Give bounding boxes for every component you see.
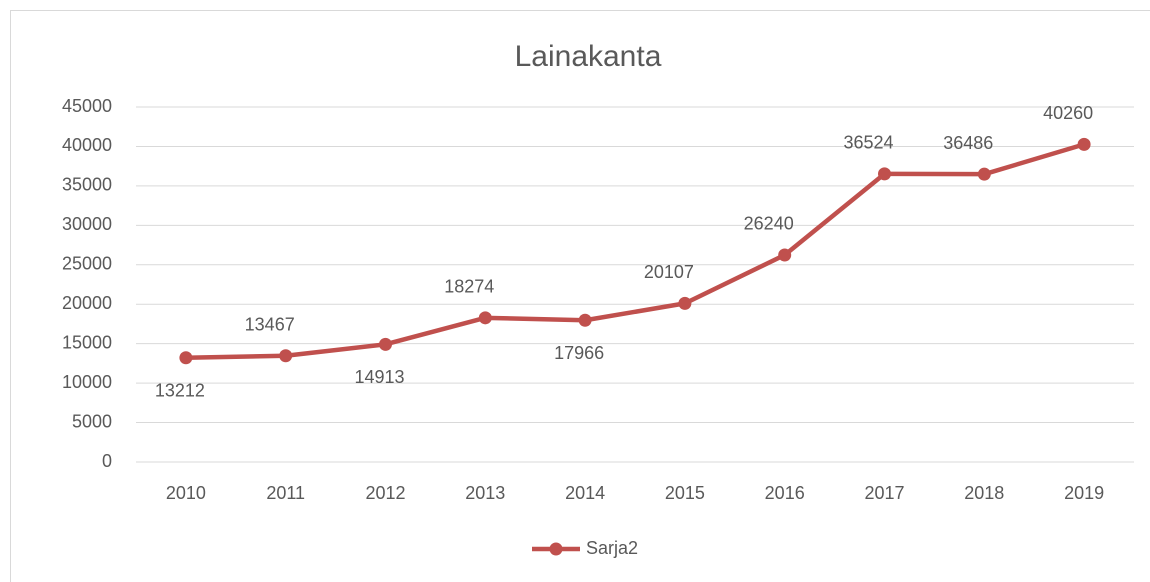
x-tick-label: 2019 [1064, 483, 1104, 503]
data-point [478, 311, 492, 325]
data-point [878, 167, 891, 181]
data-point [977, 167, 991, 181]
data-point [578, 313, 592, 327]
y-tick-label: 0 [102, 451, 112, 471]
x-tick-label: 2015 [665, 483, 705, 503]
data-point [279, 349, 293, 363]
data-label: 17966 [554, 343, 604, 363]
x-tick-label: 2012 [365, 483, 405, 503]
x-tick-label: 2013 [465, 483, 505, 503]
y-tick-label: 5000 [72, 411, 112, 431]
legend-marker [549, 542, 563, 556]
x-tick-label: 2016 [765, 483, 805, 503]
y-tick-label: 45000 [62, 96, 112, 116]
y-tick-label: 10000 [62, 372, 112, 392]
data-label: 26240 [744, 214, 794, 234]
data-label: 13212 [155, 381, 205, 401]
chart-border [10, 10, 1150, 582]
data-point [179, 351, 193, 365]
x-tick-label: 2018 [964, 483, 1004, 503]
data-point [1077, 137, 1091, 151]
y-tick-label: 40000 [62, 135, 112, 155]
y-tick-label: 20000 [62, 293, 112, 313]
y-tick-label: 30000 [62, 214, 112, 234]
data-label: 13467 [245, 315, 295, 335]
x-tick-label: 2011 [266, 483, 305, 503]
series-line [185, 142, 1085, 361]
data-label: 14913 [354, 367, 404, 387]
y-tick-label: 35000 [62, 175, 112, 195]
data-label: 18274 [444, 277, 494, 297]
data-label: 36524 [843, 133, 893, 153]
y-tick-label: 25000 [62, 254, 112, 274]
data-label: 20107 [644, 262, 694, 282]
legend-label: Sarja2 [586, 538, 638, 558]
data-point [379, 337, 392, 351]
data-label: 36486 [943, 133, 993, 153]
x-tick-label: 2017 [864, 483, 904, 503]
y-tick-label: 15000 [62, 332, 112, 352]
data-point [678, 296, 692, 310]
data-point [778, 248, 792, 262]
data-label: 40260 [1043, 103, 1093, 123]
x-tick-label: 2014 [565, 483, 605, 503]
chart-title: Lainakanta [515, 40, 662, 73]
x-tick-label: 2010 [166, 483, 206, 503]
